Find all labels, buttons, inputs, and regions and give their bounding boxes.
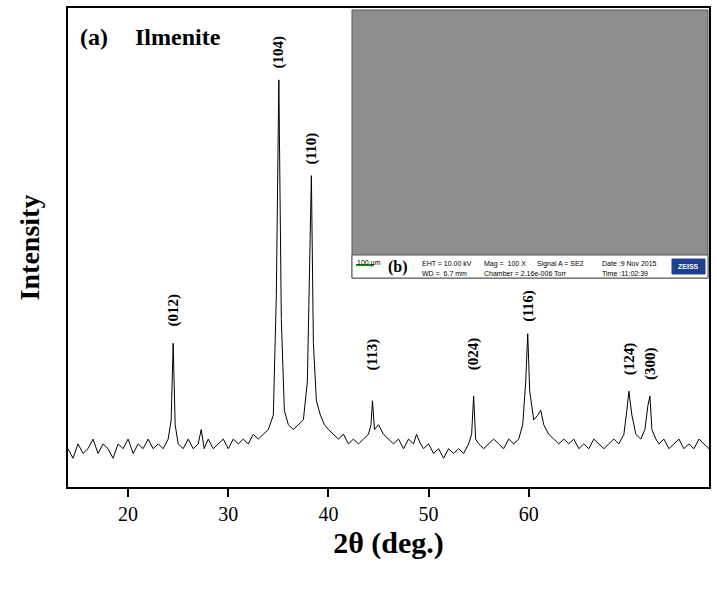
svg-text:20: 20 — [118, 503, 138, 525]
svg-text:Ilmenite: Ilmenite — [135, 24, 221, 50]
svg-text:Signal A = SE2: Signal A = SE2 — [537, 260, 584, 268]
svg-text:Chamber = 2.16e-006 Torr: Chamber = 2.16e-006 Torr — [484, 270, 567, 277]
svg-text:WD = 6.7 mm: WD = 6.7 mm — [422, 270, 467, 277]
svg-text:(113): (113) — [364, 339, 381, 371]
svg-text:(116): (116) — [520, 290, 537, 322]
svg-text:(110): (110) — [303, 133, 320, 165]
svg-text:(104): (104) — [270, 36, 287, 69]
svg-text:ZEISS: ZEISS — [678, 263, 699, 270]
svg-text:50: 50 — [419, 503, 439, 525]
svg-text:Intensity: Intensity — [14, 195, 45, 301]
svg-text:30: 30 — [218, 503, 238, 525]
svg-text:60: 60 — [519, 503, 539, 525]
svg-text:2θ (deg.): 2θ (deg.) — [333, 526, 444, 560]
svg-text:Time :11:02:39: Time :11:02:39 — [602, 270, 648, 277]
svg-text:(124̄): (124̄) — [621, 343, 638, 376]
svg-text:(024): (024) — [465, 338, 482, 371]
svg-text:EHT = 10.00 kV: EHT = 10.00 kV — [422, 260, 472, 267]
svg-text:(012): (012) — [165, 294, 182, 327]
svg-text:40: 40 — [318, 503, 338, 525]
svg-text:Date :9 Nov 2015: Date :9 Nov 2015 — [602, 260, 657, 267]
svg-text:(a): (a) — [80, 24, 108, 50]
svg-text:Mag = 100 X: Mag = 100 X — [484, 260, 526, 268]
svg-text:(b): (b) — [388, 258, 408, 276]
svg-text:(300): (300) — [642, 348, 659, 381]
svg-text:100 µm: 100 µm — [357, 259, 381, 267]
